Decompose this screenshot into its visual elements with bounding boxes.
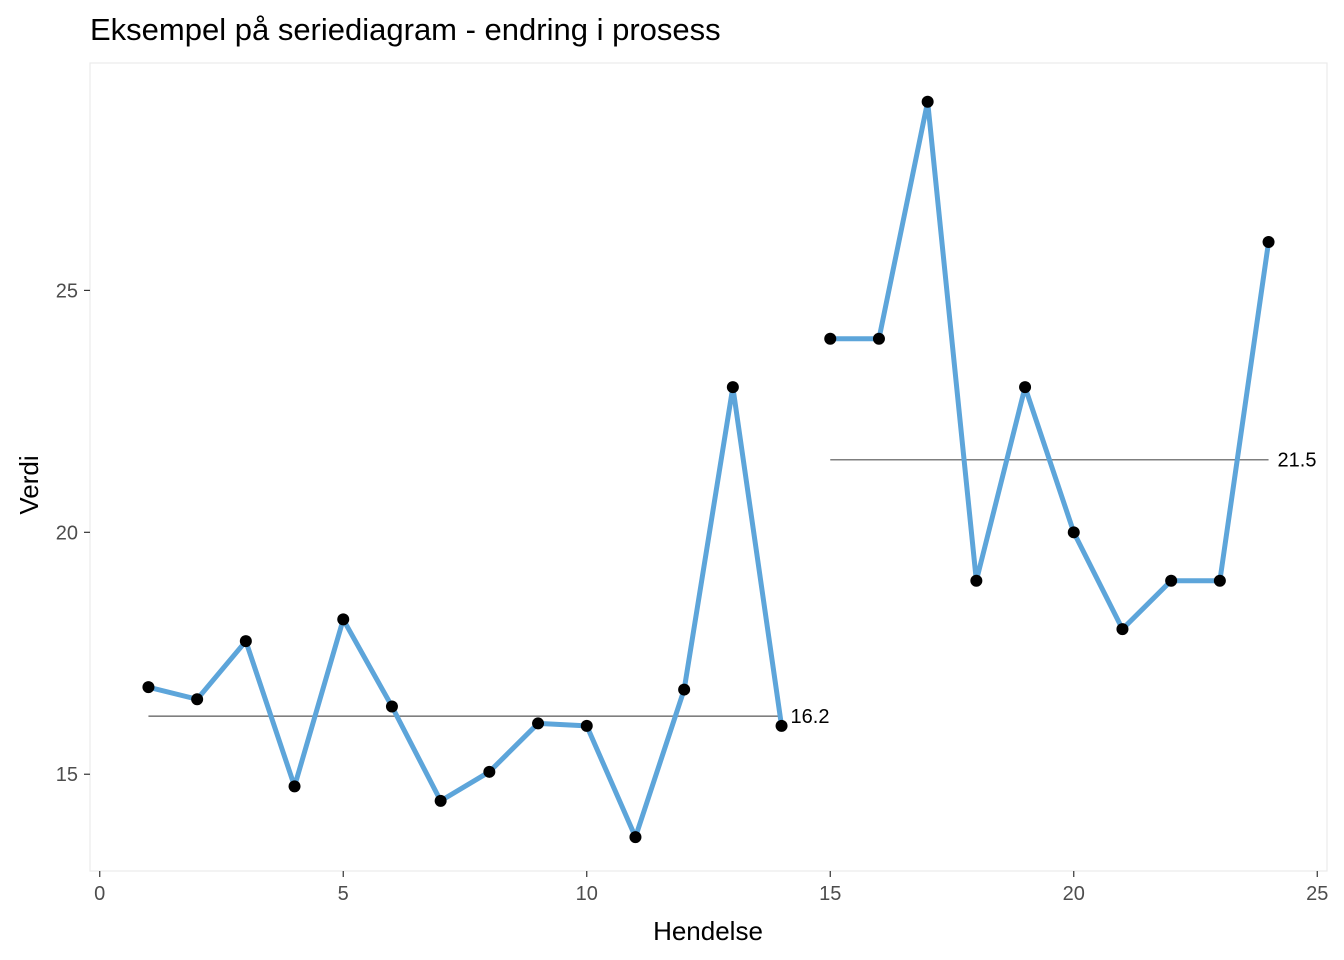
data-point — [970, 574, 983, 587]
median-label-2: 21.5 — [1278, 450, 1317, 472]
x-tick-label: 0 — [94, 883, 105, 905]
chart-title: Eksempel på seriediagram - endring i pro… — [90, 12, 721, 47]
y-tick-label: 15 — [56, 764, 78, 786]
plot-panel — [89, 62, 1328, 872]
data-point — [921, 95, 934, 108]
data-point — [337, 613, 350, 626]
data-point — [1213, 574, 1226, 587]
data-point — [1116, 623, 1129, 636]
data-point — [629, 831, 642, 844]
median-label-1: 16.2 — [791, 706, 830, 728]
data-point — [775, 719, 788, 732]
series-line-2 — [830, 99, 1272, 632]
data-points — [142, 95, 1275, 844]
data-point — [532, 717, 545, 730]
x-tick-label: 5 — [338, 883, 349, 905]
data-point — [872, 332, 885, 345]
data-point — [726, 381, 739, 394]
data-point — [580, 719, 593, 732]
data-point — [288, 780, 301, 793]
y-tick-label: 25 — [56, 280, 78, 302]
data-point — [1019, 381, 1032, 394]
data-point — [483, 765, 496, 778]
data-point — [1165, 574, 1178, 587]
y-axis-title: Verdi — [14, 455, 44, 514]
data-point — [385, 700, 398, 713]
x-tick-label: 20 — [1063, 883, 1085, 905]
y-axis-ticks: 15 20 25 — [56, 280, 90, 786]
series-line-1 — [147, 384, 785, 840]
series-lines — [147, 99, 1272, 840]
x-axis-title: Hendelse — [653, 916, 763, 946]
x-tick-label: 25 — [1306, 883, 1328, 905]
data-point — [239, 635, 252, 648]
data-point — [824, 332, 837, 345]
data-point — [1067, 526, 1080, 539]
data-point — [142, 681, 155, 694]
x-tick-label: 15 — [819, 883, 841, 905]
y-tick-label: 20 — [56, 522, 78, 544]
data-point — [191, 693, 204, 706]
data-point — [434, 794, 447, 807]
median-labels: 16.2 21.5 — [791, 450, 1317, 728]
data-point — [1262, 236, 1275, 249]
data-point — [678, 683, 691, 696]
x-axis-ticks: 0 5 10 15 20 25 — [94, 871, 1328, 905]
x-tick-label: 10 — [576, 883, 598, 905]
